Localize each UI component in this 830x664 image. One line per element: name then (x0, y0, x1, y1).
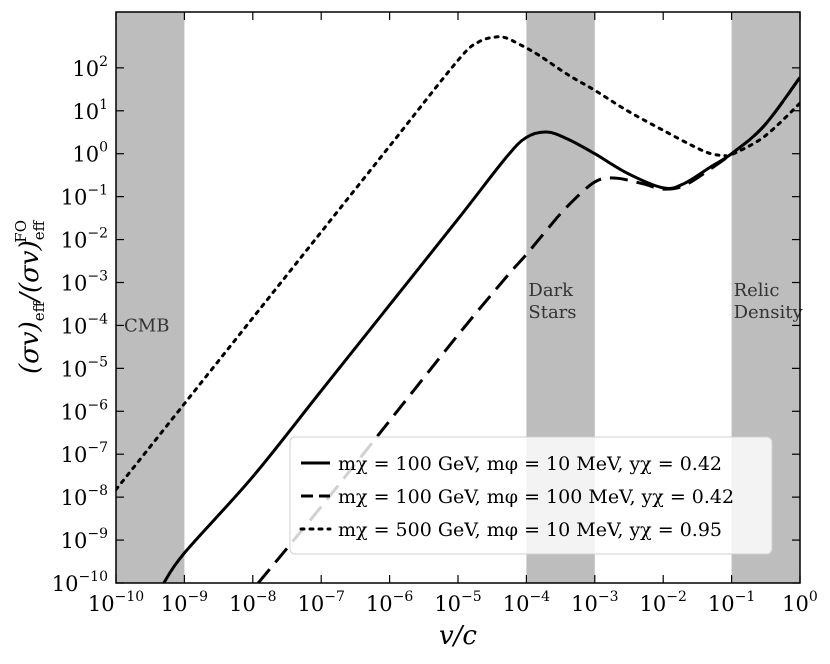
x-tick-label: 10−1 (708, 589, 755, 616)
y-tick-label: 10−6 (61, 397, 108, 424)
y-tick-label: 102 (72, 54, 108, 81)
y-tick-label: 10−9 (61, 526, 108, 553)
x-tick-label: 10−5 (434, 589, 481, 616)
region-labels: CMB Dark Stars Relic Density (124, 280, 804, 336)
x-tick-label: 10−4 (503, 589, 550, 616)
y-tick-label: 10−4 (61, 311, 108, 338)
legend-box (289, 436, 773, 555)
x-tick-label: 10−3 (571, 589, 618, 616)
series-line-solid (162, 76, 800, 583)
svg-text:(σv)eff/(σv)effFO: (σv)eff/(σv)effFO (12, 219, 48, 374)
y-tick-label: 10−2 (61, 226, 108, 253)
legend-entry: mχ = 100 GeV, mφ = 10 MeV, yχ = 0.42 (338, 453, 722, 475)
x-tick-label: 10−6 (366, 589, 413, 616)
y-tick-label: 101 (72, 97, 108, 124)
series-lines (116, 35, 800, 583)
x-tick-label: 10−2 (640, 589, 687, 616)
x-tick-label: 10−10 (88, 589, 144, 616)
region-label: Relic Density (734, 280, 804, 323)
legend-entry: mχ = 500 GeV, mφ = 10 MeV, yχ = 0.95 (338, 519, 722, 541)
axis-ticks (115, 12, 801, 584)
x-axis-label: v/c (439, 621, 477, 651)
y-tick-label: 10−8 (61, 483, 108, 510)
region-label: Dark Stars (528, 280, 576, 323)
y-tick-label: 10−3 (61, 268, 108, 295)
y-axis-label: (σv)eff/(σv)effFO (12, 219, 48, 374)
series-line-dotted (116, 35, 800, 492)
y-tick-label: 10−7 (61, 440, 108, 467)
y-tick-label: 10−10 (52, 569, 108, 596)
shaded-region (116, 12, 185, 583)
legend-entry: mχ = 100 GeV, mφ = 100 MeV, yχ = 0.42 (338, 486, 734, 508)
series-line-dashed (257, 76, 800, 583)
legend: mχ = 100 GeV, mφ = 10 MeV, yχ = 0.42 mχ =… (289, 436, 773, 555)
region-label: CMB (124, 315, 169, 336)
x-tick-label: 100 (782, 589, 818, 616)
x-tick-labels: 10−10 10−9 10−8 10−7 10−6 10−5 10−4 10−3 10−2 10−… (88, 589, 818, 616)
x-tick-label: 10−9 (161, 589, 208, 616)
y-tick-label: 10−1 (61, 183, 108, 210)
x-tick-label: 10−7 (298, 589, 345, 616)
x-tick-label: 10−8 (229, 589, 276, 616)
y-tick-label: 100 (72, 140, 108, 167)
y-tick-labels: 10−10 10−9 10−8 10−7 10−6 10−5 10−4 10−3 10−2 10−… (52, 54, 108, 596)
y-tick-label: 10−5 (61, 354, 108, 381)
